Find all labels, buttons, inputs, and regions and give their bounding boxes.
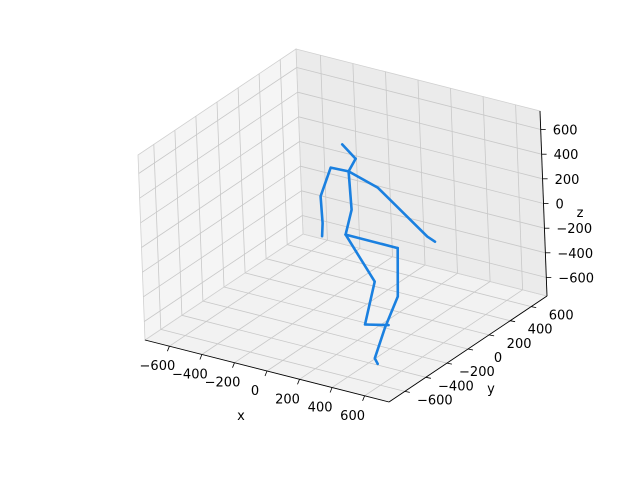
x-tick-mark	[329, 387, 333, 393]
z-tick-label: 200	[555, 173, 580, 188]
grid-line-z-left	[142, 165, 301, 273]
z-tick-label: 0	[556, 198, 564, 213]
grid-line-y-floor	[160, 329, 405, 392]
y-tick-mark	[446, 362, 452, 365]
series-right-leg	[373, 246, 400, 366]
grid-line-z-back	[298, 116, 543, 180]
grid-line-z-left	[139, 91, 298, 199]
y-tick-label: 400	[528, 323, 553, 338]
y-tick-label: −200	[459, 365, 495, 380]
x-tick-label: 600	[340, 409, 365, 424]
z-tick-label: 400	[554, 148, 579, 163]
series-spine	[344, 170, 353, 236]
skeleton-series	[319, 143, 437, 366]
grid-line-z-left	[140, 116, 299, 224]
x-tick-mark	[297, 379, 300, 385]
grid-line-y-floor	[245, 272, 490, 336]
grid-line-y-floor	[202, 300, 447, 364]
y-tick-mark	[531, 306, 537, 308]
x-tick-label: 400	[308, 401, 333, 416]
series-head	[340, 143, 357, 161]
x-tick-label: −600	[140, 359, 176, 374]
y-tick-label: 0	[494, 351, 502, 366]
x-tick-mark	[232, 362, 235, 368]
y-tick-label: 600	[549, 309, 574, 324]
grid-line-z-left	[144, 215, 303, 322]
x-tick-label: −200	[205, 376, 241, 391]
series-neck	[347, 157, 357, 173]
grid-line-z-left	[138, 67, 297, 174]
grid-line-z-back	[297, 91, 542, 155]
grid-line-y-floor	[223, 286, 469, 350]
x-tick-label: −400	[172, 368, 208, 383]
y-tick-label: 200	[507, 337, 532, 352]
x-tick-mark	[264, 370, 268, 377]
y-tick-label: −400	[438, 379, 474, 394]
series-hips	[344, 233, 400, 250]
grid-line-z-back	[301, 190, 546, 254]
series-left-arm	[347, 170, 437, 243]
grid-line-y-floor	[287, 244, 532, 307]
y-tick-mark	[404, 391, 410, 393]
x-tick-label: 0	[251, 384, 259, 399]
grid-line-z-back	[300, 165, 545, 229]
grid-line-y-floor	[266, 258, 511, 322]
grid-line-z-back	[302, 215, 547, 278]
x-tick-mark	[167, 346, 170, 352]
y-tick-mark	[510, 320, 516, 323]
grid-line-z-left	[141, 141, 300, 248]
y-tick-mark	[489, 334, 495, 337]
x-tick-mark	[362, 395, 365, 401]
axis-ticks: −600−400−2000200400600−600−400−200020040…	[140, 124, 594, 424]
z-axis-label: z	[577, 206, 584, 221]
x-tick-label: 200	[275, 392, 300, 407]
grid-lines	[138, 55, 547, 397]
z-tick-label: −200	[556, 222, 592, 237]
grid-line-z-back	[296, 67, 541, 130]
y-axis-label: y	[487, 382, 495, 397]
grid-line-z-back	[299, 141, 544, 204]
x-tick-mark	[199, 354, 203, 360]
y-tick-mark	[425, 376, 431, 379]
z-tick-label: 600	[553, 124, 578, 139]
series-right-arm	[319, 166, 350, 238]
y-tick-label: −600	[417, 393, 453, 408]
grid-line-y-floor	[181, 314, 426, 378]
x-axis-label: x	[237, 409, 245, 424]
y-tick-mark	[467, 348, 474, 351]
z-tick-label: −600	[558, 272, 594, 287]
series-left-leg	[344, 233, 390, 327]
grid-line-z-left	[143, 190, 302, 298]
z-tick-label: −400	[557, 247, 593, 262]
